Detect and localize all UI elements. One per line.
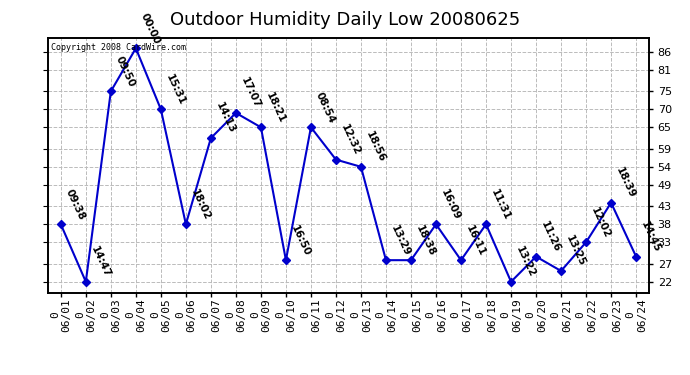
Text: 09:50: 09:50 <box>114 54 137 88</box>
Text: 08:54: 08:54 <box>314 90 337 124</box>
Text: 16:09: 16:09 <box>439 188 462 222</box>
Text: 14:13: 14:13 <box>214 101 237 135</box>
Text: 14:47: 14:47 <box>88 244 112 279</box>
Text: 18:39: 18:39 <box>614 166 637 200</box>
Text: Outdoor Humidity Daily Low 20080625: Outdoor Humidity Daily Low 20080625 <box>170 11 520 29</box>
Text: 16:11: 16:11 <box>464 223 487 257</box>
Text: 18:38: 18:38 <box>414 223 437 257</box>
Text: 11:26: 11:26 <box>539 219 562 254</box>
Text: 14:45: 14:45 <box>639 219 662 254</box>
Text: 13:29: 13:29 <box>388 223 412 257</box>
Text: 13:25: 13:25 <box>564 234 587 268</box>
Text: 17:07: 17:07 <box>239 76 262 110</box>
Text: 09:38: 09:38 <box>63 188 86 222</box>
Text: 13:22: 13:22 <box>514 245 537 279</box>
Text: 12:32: 12:32 <box>339 123 362 157</box>
Text: 00:00: 00:00 <box>139 11 161 45</box>
Text: 16:50: 16:50 <box>288 223 312 257</box>
Text: Copyright 2008 CardWire.com: Copyright 2008 CardWire.com <box>51 43 186 52</box>
Text: 15:31: 15:31 <box>164 72 187 106</box>
Text: 18:56: 18:56 <box>364 130 387 164</box>
Text: 18:02: 18:02 <box>188 187 212 222</box>
Text: 12:02: 12:02 <box>589 205 612 240</box>
Text: 11:31: 11:31 <box>489 187 512 222</box>
Text: 18:21: 18:21 <box>264 90 287 124</box>
